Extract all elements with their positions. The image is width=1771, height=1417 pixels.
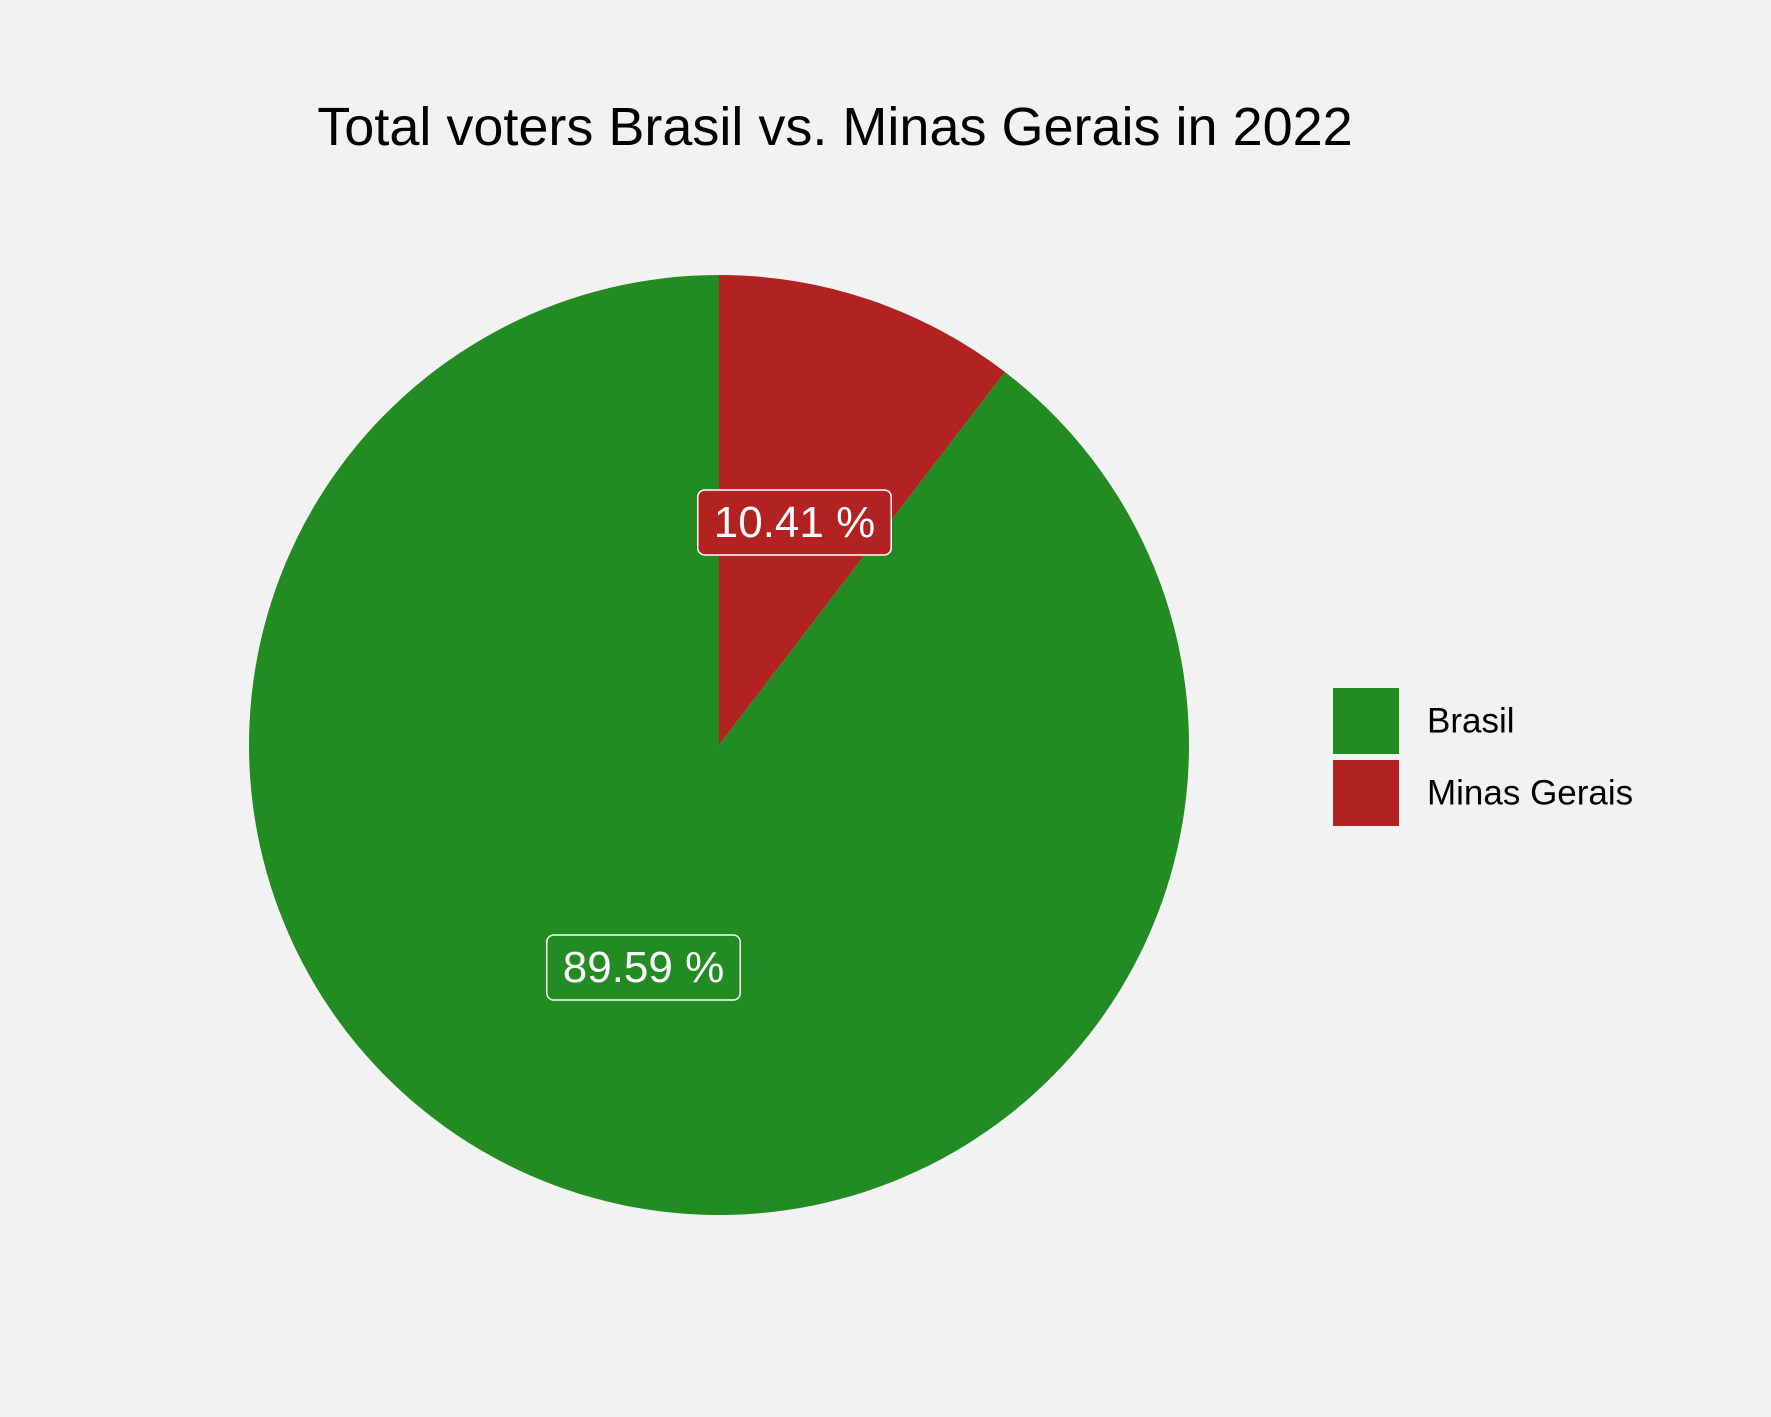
legend-label-brasil: Brasil [1427, 702, 1515, 741]
slice-label-text: 89.59 % [563, 943, 724, 992]
slice-label-text: 10.41 % [714, 498, 875, 547]
legend-item-brasil: Brasil [1333, 688, 1515, 754]
slice-label-box [697, 489, 892, 556]
legend: Brasil Minas Gerais [1333, 688, 1633, 826]
pie-slice-labels: 10.41 % 89.59 % [546, 489, 892, 1001]
chart-title: Total voters Brasil vs. Minas Gerais in … [317, 97, 1352, 157]
pie-slices [249, 275, 1190, 1215]
legend-label-minas-gerais: Minas Gerais [1427, 774, 1633, 813]
slice-label-brasil: 89.59 % [546, 934, 741, 1001]
legend-key-minas-gerais [1333, 760, 1399, 826]
slice-label-box [546, 934, 741, 1001]
slice-label-minas-gerais: 10.41 % [697, 489, 892, 556]
legend-item-minas-gerais: Minas Gerais [1333, 760, 1633, 826]
pie-slice-brasil [249, 275, 1190, 1215]
legend-key-brasil [1333, 688, 1399, 754]
